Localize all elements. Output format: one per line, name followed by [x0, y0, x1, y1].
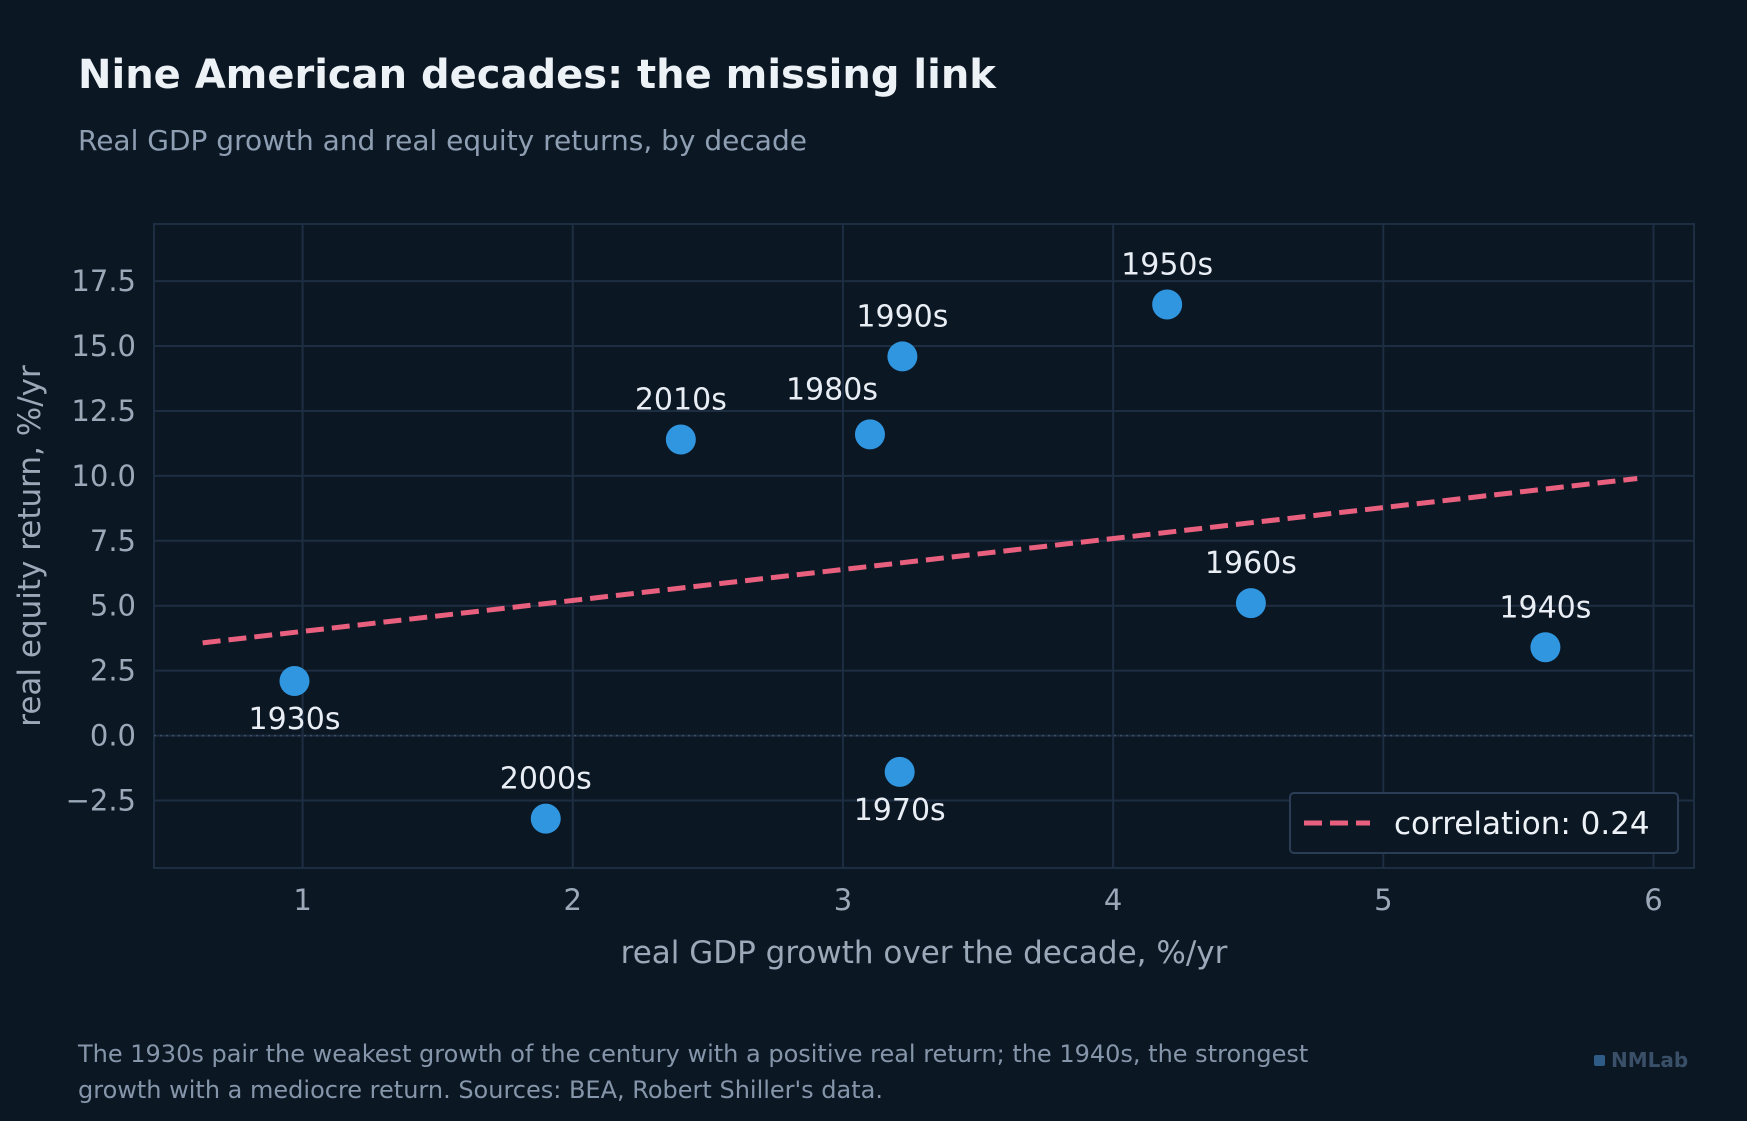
point-label-2010s: 2010s	[635, 383, 727, 418]
legend-box	[1289, 792, 1679, 854]
x-tick-label: 3	[834, 883, 852, 917]
data-point-1960s	[1235, 588, 1266, 619]
y-tick-label: 7.5	[90, 524, 136, 558]
data-point-1970s	[884, 756, 915, 787]
y-tick-label: 15.0	[71, 329, 136, 363]
point-label-1970s: 1970s	[854, 793, 946, 828]
brand-square-icon	[1594, 1054, 1605, 1066]
brand-name: NMLab	[1611, 1048, 1689, 1072]
tick-labels: 1 2 3 4 5 6 −2.5 0.0 2.5 5.0 7.5 10.0 12.5 15.0 17.5	[66, 264, 1663, 917]
x-axis-label: real GDP growth over the decade, %/yr	[621, 935, 1228, 971]
plot-frame	[153, 223, 1695, 869]
x-tick-label: 4	[1104, 883, 1122, 917]
chart-title: Nine American decades: the missing link	[78, 52, 996, 98]
chart-subtitle: Real GDP growth and real equity returns,…	[78, 124, 807, 157]
point-label-1940s: 1940s	[1499, 590, 1591, 625]
x-tick-label: 2	[564, 883, 582, 917]
data-points: 1930s 1940s 1950s 1960s 1970s 1980s 1990s 2000s…	[248, 248, 1591, 834]
point-label-1930s: 1930s	[248, 702, 340, 737]
y-axis-label: real equity return, %/yr	[12, 365, 48, 727]
trend-line	[202, 476, 1638, 646]
brand-mark: NMLab	[1594, 1048, 1688, 1072]
point-label-1960s: 1960s	[1205, 546, 1297, 581]
data-point-1950s	[1152, 289, 1183, 320]
x-tick-label: 6	[1644, 883, 1662, 917]
y-tick-label: 12.5	[71, 394, 136, 428]
footnote: The 1930s pair the weakest growth of the…	[78, 1040, 1309, 1104]
data-point-1990s	[887, 341, 918, 372]
y-tick-label: 17.5	[71, 264, 136, 298]
y-tick-label: 2.5	[90, 654, 136, 688]
point-label-1950s: 1950s	[1121, 248, 1213, 283]
point-label-2000s: 2000s	[500, 762, 592, 797]
data-point-1980s	[854, 419, 885, 450]
legend: correlation: 0.24	[1289, 792, 1679, 854]
scatter-chart: 1 2 3 4 5 6 −2.5 0.0 2.5 5.0 7.5 10.0 12.5 15.0 17.5 1…	[12, 223, 1695, 971]
data-point-2000s	[530, 803, 561, 834]
point-label-1990s: 1990s	[856, 299, 948, 334]
legend-label-trend: correlation: 0.24	[1394, 806, 1650, 842]
data-point-1930s	[279, 666, 310, 697]
point-label-1980s: 1980s	[786, 372, 878, 407]
y-tick-label: 10.0	[71, 459, 136, 493]
x-tick-label: 5	[1374, 883, 1392, 917]
data-point-1940s	[1530, 632, 1561, 663]
x-tick-label: 1	[293, 883, 311, 917]
y-tick-label: 0.0	[90, 719, 136, 753]
data-point-2010s	[665, 424, 696, 455]
y-tick-label: −2.5	[66, 783, 136, 817]
y-tick-label: 5.0	[90, 589, 136, 623]
